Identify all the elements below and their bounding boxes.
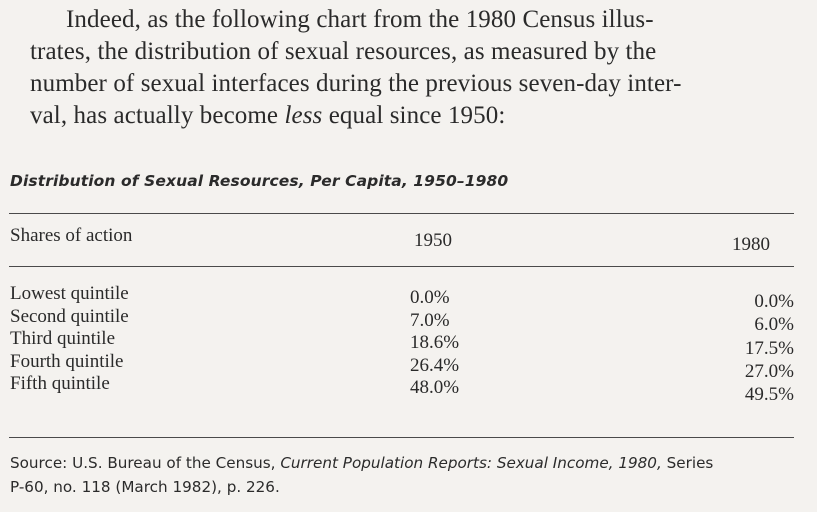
value-1980: 27.0%: [744, 360, 794, 382]
row-label: Fifth quintile: [10, 373, 110, 394]
value-1980: 17.5%: [744, 337, 794, 359]
values-1980-column: 0.0% 6.0% 17.5% 27.0% 49.5%: [722, 290, 794, 406]
table-header-rule: [9, 266, 794, 267]
table-bottom-rule: [9, 437, 794, 438]
value-1950: 26.4%: [410, 354, 460, 376]
value-1950: 7.0%: [410, 309, 450, 331]
emphasized-word: less: [284, 102, 323, 129]
table-title: Distribution of Sexual Resources, Per Ca…: [10, 172, 509, 190]
column-header-1980: 1980: [732, 234, 770, 255]
source-publication-title: Current Population Reports: Sexual Incom…: [280, 454, 662, 472]
intro-line: number of sexual interfaces during the p…: [30, 70, 682, 97]
intro-line: trates, the distribution of sexual resou…: [30, 38, 657, 65]
row-labels-column: Lowest quintile Second quintile Third qu…: [10, 283, 129, 396]
value-1950: 0.0%: [410, 287, 450, 308]
value-1980: 49.5%: [744, 384, 794, 406]
source-line: P-60, no. 118 (March 1982), p. 226.: [10, 478, 280, 496]
row-label: Fourth quintile: [10, 350, 124, 372]
intro-line: val, has actually become less equal sinc…: [30, 100, 800, 132]
intro-text: val, has actually become: [30, 102, 285, 129]
source-text: Source: U.S. Bureau of the Census,: [10, 454, 281, 472]
row-label: Third quintile: [10, 328, 116, 349]
source-note: Source: U.S. Bureau of the Census, Curre…: [10, 451, 800, 499]
source-text: Series: [661, 454, 714, 472]
column-header-1950: 1950: [414, 230, 452, 251]
intro-paragraph: Indeed, as the following chart from the …: [30, 4, 800, 132]
row-label: Second quintile: [10, 305, 129, 327]
intro-text: equal since 1950:: [322, 102, 506, 129]
value-1980: 6.0%: [754, 314, 794, 336]
values-1950-column: 0.0% 7.0% 18.6% 26.4% 48.0%: [410, 287, 459, 400]
intro-line: Indeed, as the following chart from the …: [66, 6, 654, 33]
source-line: Source: U.S. Bureau of the Census, Curre…: [10, 451, 800, 475]
value-1950: 48.0%: [410, 377, 460, 398]
value-1950: 18.6%: [410, 332, 460, 353]
value-1980: 0.0%: [754, 291, 794, 312]
table-top-rule: [9, 213, 794, 214]
column-header-category: Shares of action: [10, 225, 133, 246]
row-label: Lowest quintile: [10, 283, 129, 304]
